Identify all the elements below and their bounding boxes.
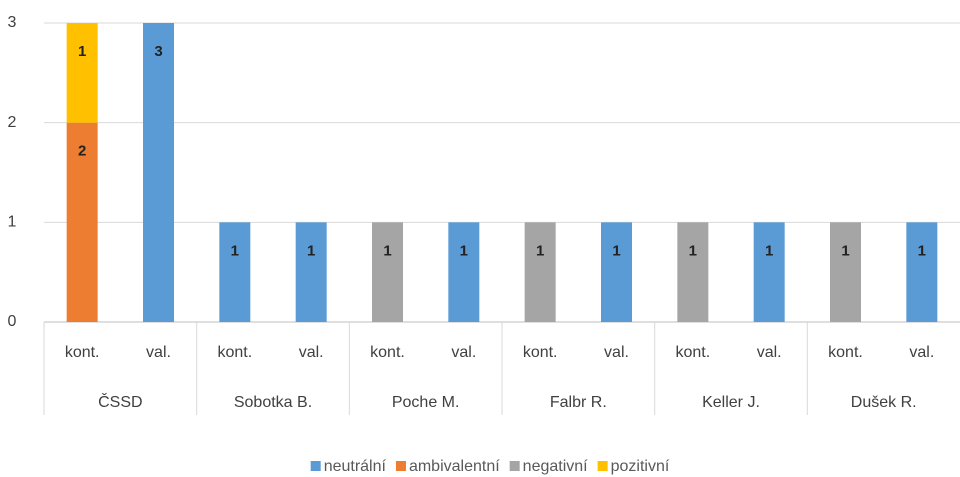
data-label: 1 <box>307 242 315 259</box>
x-tick-label: kont. <box>217 344 252 361</box>
group-label: Keller J. <box>702 394 760 411</box>
bar-segment <box>143 23 174 322</box>
legend-label: neutrální <box>324 458 387 475</box>
x-tick-label: kont. <box>65 344 100 361</box>
legend-label: ambivalentní <box>409 458 500 475</box>
data-label: 3 <box>154 43 162 60</box>
bar-segment <box>524 222 556 322</box>
x-tick-label: kont. <box>370 344 405 361</box>
bar-segment <box>372 222 403 322</box>
data-label: 1 <box>78 43 86 60</box>
data-label: 1 <box>918 242 926 259</box>
legend-swatch <box>509 461 520 471</box>
y-tick-label: 1 <box>8 214 17 231</box>
bar-segment <box>601 222 632 322</box>
bar-segment <box>295 222 327 322</box>
bar-segment <box>448 222 480 322</box>
bar-segment <box>677 222 709 322</box>
group-label: Poche M. <box>392 394 460 411</box>
data-label: 1 <box>231 242 239 259</box>
group-label: Falbr R. <box>550 394 607 411</box>
data-label: 1 <box>689 242 697 259</box>
x-tick-label: val. <box>146 344 171 361</box>
bar-segment <box>753 222 785 322</box>
group-label: Dušek R. <box>851 394 917 411</box>
legend-swatch <box>395 461 406 471</box>
bar-segment <box>830 222 861 322</box>
bar-segment <box>219 222 251 322</box>
y-tick-label: 0 <box>8 313 17 330</box>
data-label: 2 <box>78 143 86 160</box>
data-label: 1 <box>460 242 468 259</box>
y-tick-label: 2 <box>8 114 17 131</box>
x-tick-label: val. <box>757 344 782 361</box>
y-tick-label: 3 <box>8 14 17 31</box>
data-label: 1 <box>536 242 544 259</box>
legend-swatch <box>597 461 608 471</box>
group-label: ČSSD <box>98 392 142 411</box>
x-tick-label: val. <box>299 344 324 361</box>
x-tick-label: kont. <box>828 344 863 361</box>
x-tick-label: kont. <box>523 344 558 361</box>
data-label: 1 <box>765 242 773 259</box>
legend-swatch <box>310 461 321 471</box>
x-tick-label: val. <box>909 344 934 361</box>
bar-segment <box>906 222 938 322</box>
legend-label: pozitivní <box>611 458 670 475</box>
legend-label: negativní <box>523 458 588 475</box>
data-label: 1 <box>612 242 620 259</box>
x-tick-label: val. <box>604 344 629 361</box>
bar-segment <box>66 23 98 123</box>
data-label: 1 <box>841 242 849 259</box>
data-label: 1 <box>383 242 391 259</box>
x-tick-label: val. <box>451 344 476 361</box>
bar-segment <box>66 122 98 323</box>
group-label: Sobotka B. <box>234 394 312 411</box>
x-tick-label: kont. <box>675 344 710 361</box>
